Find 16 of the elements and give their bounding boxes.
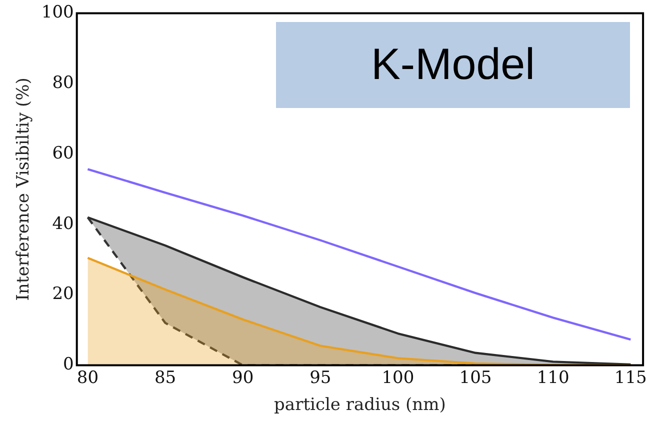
x-tick-label: 110: [536, 368, 570, 388]
y-tick-label: 100: [41, 2, 74, 23]
y-tick-label: 60: [52, 143, 74, 164]
x-tick-label: 105: [459, 368, 492, 388]
x-tick-label: 115: [614, 368, 647, 388]
y-tick-label: 0: [63, 354, 74, 375]
x-axis-title: particle radius (nm): [274, 395, 446, 416]
y-tick-label: 40: [52, 214, 74, 234]
x-tick-label: 100: [382, 368, 414, 388]
y-tick-label: 20: [52, 284, 74, 304]
x-tick-label: 85: [154, 368, 176, 388]
y-tick-label: 80: [52, 73, 74, 94]
x-tick-label: 80: [76, 368, 99, 388]
y-axis-title: Interference Visibiltiy (%): [14, 78, 34, 301]
x-tick-label: 95: [310, 368, 332, 388]
x-tick-label: 90: [232, 368, 254, 388]
